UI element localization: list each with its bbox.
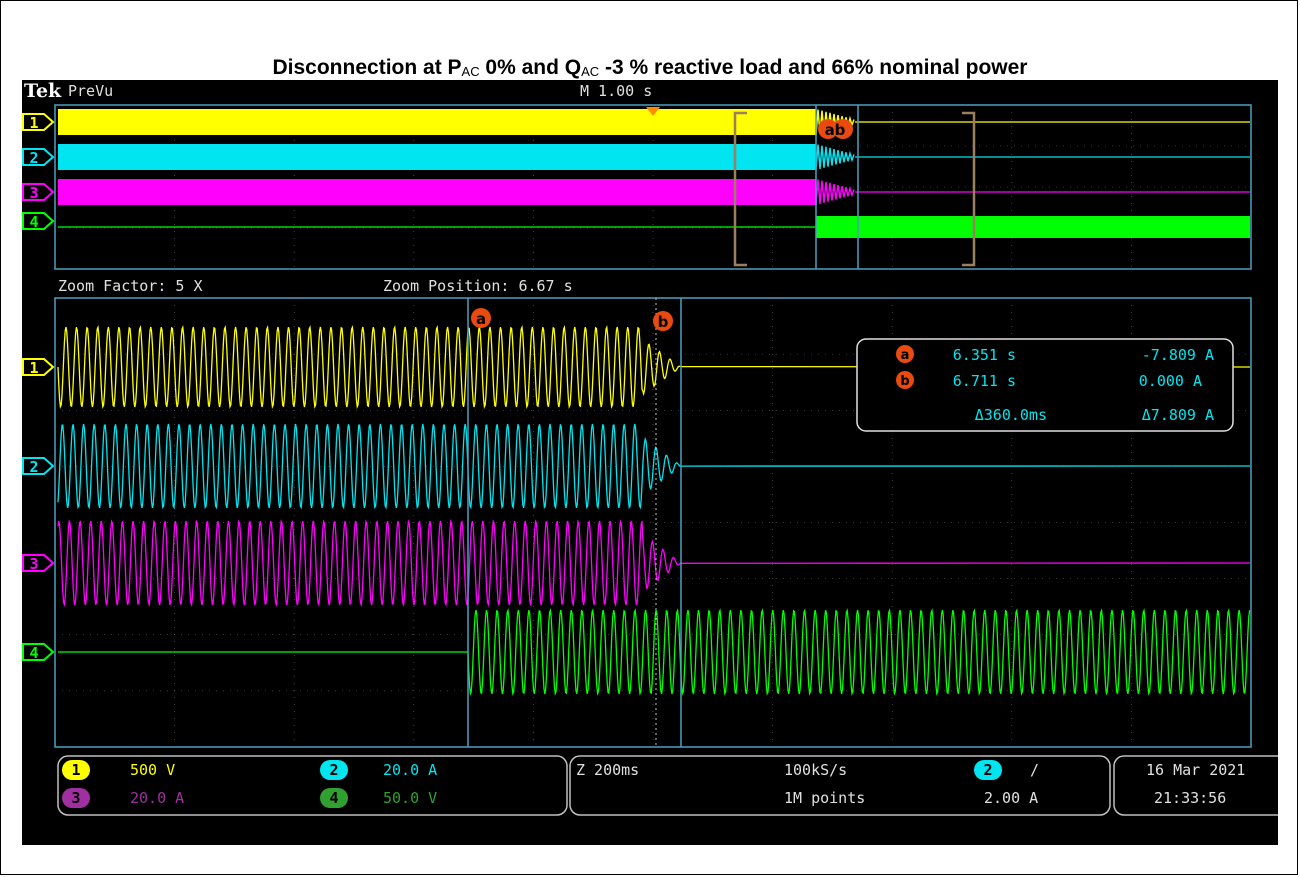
ch1-badge-num: 1 (71, 761, 80, 779)
ch3-badge-num: 3 (71, 789, 80, 807)
zoom-waveform-ch3 (57, 519, 1251, 608)
overview-band-ch4 (816, 216, 1250, 238)
datetime-panel (1113, 755, 1278, 816)
overview-band-ch3 (58, 179, 816, 205)
acquisition-mode: PreVu (68, 82, 114, 100)
channel-scale-panel (57, 755, 568, 816)
svg-text:4: 4 (29, 644, 38, 662)
ch2-badge-num: 2 (329, 761, 338, 779)
zoom-position: Zoom Position: 6.67 s (383, 277, 573, 295)
sample-rate: 100kS/s (784, 761, 847, 779)
waveform-display: a b ab a b 6.351 s -7.809 A 6.711 s 0.00… (22, 104, 1278, 816)
readout-a-marker (896, 345, 914, 363)
ch3-badge[interactable] (62, 788, 90, 808)
cursor-b-marker[interactable] (653, 311, 673, 331)
zoom-timebase: Z 200ms (576, 761, 639, 779)
figure-title: Disconnection at PAC 0% and QAC -3 % rea… (272, 56, 1028, 79)
record-length: 1M points (784, 789, 865, 807)
zoom-ch4-marker[interactable]: 4 (22, 643, 55, 662)
svg-text:1: 1 (29, 114, 38, 132)
zoom-bracket-right (962, 111, 976, 267)
zoom-bracket-left (733, 111, 747, 267)
trigger-source-num: 2 (983, 761, 992, 779)
timebase-label: M 1.00 s (580, 82, 653, 100)
readout-delta-time: Δ360.0ms (975, 406, 1047, 424)
readout-b-letter: b (900, 374, 909, 389)
tek-logo: Tek (24, 80, 62, 102)
zoom-ch2-marker[interactable]: 2 (22, 457, 55, 476)
cursor-a-letter: a (476, 310, 486, 328)
zoom-waveform-ch2 (57, 423, 1251, 510)
trigger-slope-icon: / (1030, 761, 1039, 779)
overview-marker-a (818, 119, 838, 139)
svg-text:2: 2 (29, 149, 38, 167)
ch4-scale: 50.0 V (383, 789, 437, 807)
channel-markers: 1 2 3 4 1 2 3 4 (22, 113, 55, 662)
readout-b-time: 6.711 s (953, 372, 1016, 390)
ch3-scale: 20.0 A (130, 789, 184, 807)
date-label: 16 Mar 2021 (1146, 761, 1245, 779)
zoom-ch1-marker[interactable]: 1 (22, 358, 55, 377)
trigger-source-badge[interactable] (974, 760, 1002, 780)
zoom-waveforms (57, 325, 1251, 696)
svg-text:3: 3 (29, 184, 38, 202)
svg-text:2: 2 (29, 458, 38, 476)
trigger-position-marker (646, 107, 660, 116)
svg-text:3: 3 (29, 555, 38, 573)
ch4-badge-num: 4 (329, 789, 338, 807)
overview-ch1-marker[interactable]: 1 (22, 113, 55, 132)
zoom-waveform-ch1 (57, 325, 1251, 409)
readout-b-value: 0.000 A (1139, 372, 1202, 390)
ch2-badge[interactable] (320, 760, 348, 780)
readout-delta-value: Δ7.809 A (1142, 406, 1214, 424)
trigger-level: 2.00 A (984, 789, 1038, 807)
overview-marker-b (833, 119, 853, 139)
zoom-waveform-ch4 (58, 608, 1251, 696)
time-label: 21:33:56 (1154, 789, 1226, 807)
cursor-readout-box (856, 338, 1234, 432)
ch1-badge[interactable] (62, 760, 90, 780)
cursor-a-marker[interactable] (471, 308, 491, 328)
zoom-factor: Zoom Factor: 5 X (58, 277, 203, 295)
ch4-badge[interactable] (320, 788, 348, 808)
ch2-scale: 20.0 A (383, 761, 437, 779)
overview-marker-letters: ab (825, 121, 846, 139)
overview-ch4-marker[interactable]: 4 (22, 212, 55, 231)
readout-a-time: 6.351 s (953, 346, 1016, 364)
oscilloscope-screen: Tek PreVu M 1.00 s Zoom Factor: 5 X Zoom… (22, 80, 1278, 845)
ch1-scale: 500 V (130, 761, 175, 779)
overview-ch2-marker[interactable]: 2 (22, 148, 55, 167)
overview-transition-ch3 (815, 179, 855, 206)
overview-band-ch2 (58, 144, 816, 170)
cursor-b-letter: b (658, 313, 669, 331)
overview-transition-ch2 (815, 144, 855, 171)
readout-a-value: -7.809 A (1142, 346, 1214, 364)
overview-waveforms (58, 109, 1250, 238)
svg-text:4: 4 (29, 213, 38, 231)
overview-ch3-marker[interactable]: 3 (22, 183, 55, 202)
overview-band-ch1 (58, 109, 816, 135)
readout-b-marker (896, 371, 914, 389)
zoom-ch3-marker[interactable]: 3 (22, 554, 55, 573)
readout-a-letter: a (901, 348, 910, 363)
svg-text:1: 1 (29, 359, 38, 377)
